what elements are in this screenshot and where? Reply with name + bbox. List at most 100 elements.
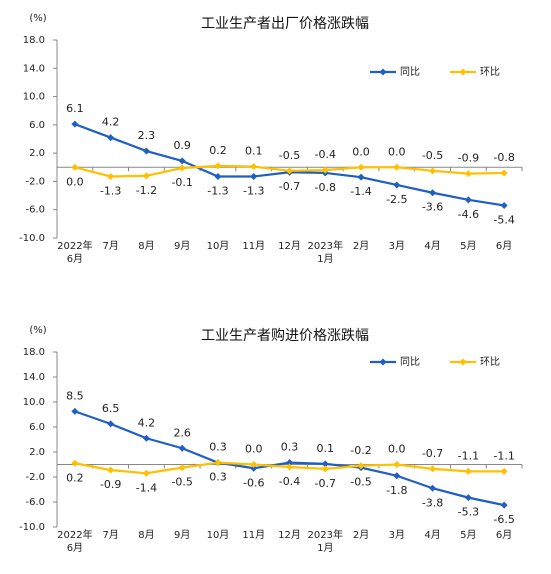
data-point [464,196,472,204]
y-tick-label: 6.0 [29,120,45,131]
value-label: -0.4 [315,148,336,161]
value-label: 0.2 [66,471,84,484]
data-point [250,464,258,472]
data-point [286,459,293,467]
value-label: 0.0 [245,443,263,456]
value-label: 0.9 [173,139,191,152]
value-label: -0.7 [422,447,443,460]
data-point [107,172,115,180]
value-label: 0.0 [388,145,406,158]
data-point [71,120,79,128]
data-point [142,434,150,442]
data-point [71,407,79,415]
value-label: -0.7 [279,180,300,193]
value-label: -3.6 [422,201,443,214]
value-label: -0.5 [422,149,443,162]
value-label: 8.5 [66,389,84,402]
legend-label: 同比 [400,66,420,78]
value-label: 0.3 [209,441,227,454]
value-label: -5.4 [493,213,514,226]
value-label: -0.5 [279,149,300,162]
data-point [357,462,365,470]
value-label: -0.6 [243,476,264,489]
value-label: 2.3 [138,129,156,142]
data-point [500,201,508,209]
data-point [429,484,437,492]
value-label: -1.8 [386,484,407,497]
data-point [107,466,115,474]
value-label: -0.8 [315,181,336,194]
value-label: 0.1 [317,442,335,455]
data-point [214,459,222,467]
data-point [393,472,401,480]
data-point [142,172,150,180]
data-point [71,163,79,171]
data-point [321,460,329,468]
value-label: -1.3 [243,184,264,197]
data-point [393,461,401,468]
y-axis-label: (%) [29,13,46,24]
value-label: -1.1 [458,449,479,462]
value-label: -1.2 [136,184,157,197]
value-label: -1.3 [100,184,121,197]
data-point [178,444,186,452]
y-tick-label: 10.0 [23,92,45,103]
value-label: 0.1 [245,145,263,158]
y-tick-label: 14.0 [23,372,45,383]
data-point [321,465,329,473]
y-tick-label: -2.0 [25,472,45,483]
legend-marker [379,68,387,76]
value-label: -0.4 [279,475,300,488]
value-label: -0.1 [171,176,192,189]
data-point [250,461,258,468]
value-label: 0.0 [388,443,406,456]
data-point [321,166,329,174]
y-tick-label: -2.0 [25,176,45,187]
value-label: 6.5 [102,402,120,415]
data-point [250,163,258,171]
data-point [214,162,222,170]
data-point [107,420,115,428]
y-tick-label: -10.0 [19,233,45,244]
y-tick-label: 14.0 [23,63,45,74]
value-label: -0.7 [315,477,336,490]
data-point [142,147,150,155]
value-label: 0.3 [281,441,299,454]
data-point [178,157,186,165]
data-point [393,163,401,171]
y-tick-label: 18.0 [23,35,45,46]
data-point [214,172,222,180]
legend-marker [459,68,467,76]
legend-label: 环比 [480,66,500,78]
data-point [464,494,472,502]
data-point [286,463,293,471]
y-tick-label: 2.0 [29,447,45,458]
data-point [250,172,258,180]
value-label: -3.8 [422,496,443,509]
value-label: -1.3 [207,184,228,197]
chart-title: 工业生产者购进价格涨跌幅 [201,328,369,344]
value-label: -0.9 [458,152,479,165]
data-point [429,167,437,175]
value-label: -0.8 [493,151,514,164]
data-point [178,464,186,472]
value-label: -0.2 [350,444,371,457]
y-tick-label: 18.0 [23,347,45,358]
value-label: -6.5 [493,513,514,526]
data-point [178,164,186,172]
y-axis-label: (%) [29,325,46,336]
legend-label: 同比 [400,356,420,368]
legend-marker [379,358,387,366]
y-tick-label: -6.0 [25,497,45,508]
value-label: 0.0 [66,175,84,188]
chart-title: 工业生产者出厂价格涨跌幅 [201,16,369,32]
data-point [429,189,437,197]
value-label: -2.5 [386,193,407,206]
value-label: 2.6 [173,426,191,439]
data-point [357,173,365,181]
value-label: -0.5 [171,476,192,489]
value-label: -1.4 [350,185,371,198]
value-label: -0.5 [350,476,371,489]
